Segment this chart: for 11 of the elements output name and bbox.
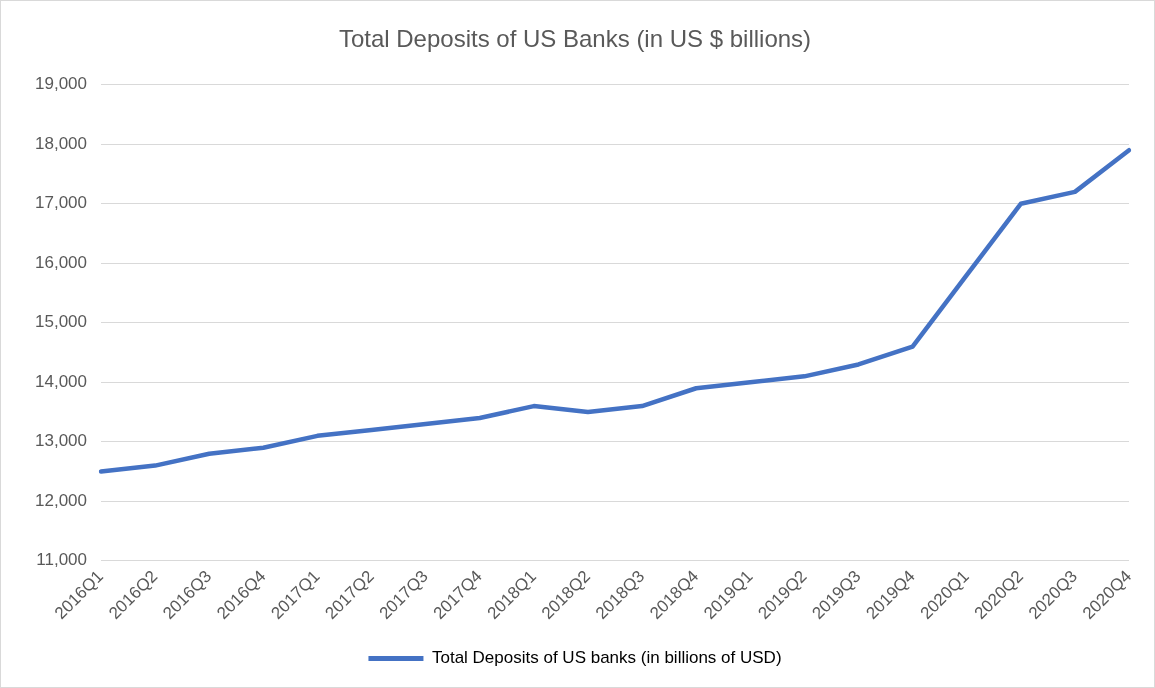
legend-label: Total Deposits of US banks (in billions of USD) (431, 648, 782, 668)
y-tick-label: 15,000 (35, 312, 87, 332)
y-tick-label: 16,000 (35, 252, 87, 272)
y-tick-label: 12,000 (35, 490, 87, 510)
y-tick-label: 17,000 (35, 193, 87, 213)
y-tick-label: 19,000 (35, 74, 87, 94)
chart-title: Total Deposits of US Banks (in US $ billions) (338, 25, 812, 53)
y-tick-label: 14,000 (35, 371, 87, 391)
y-tick-label: 18,000 (35, 133, 87, 153)
y-tick-label: 11,000 (36, 550, 87, 570)
y-tick-label: 13,000 (35, 431, 87, 451)
